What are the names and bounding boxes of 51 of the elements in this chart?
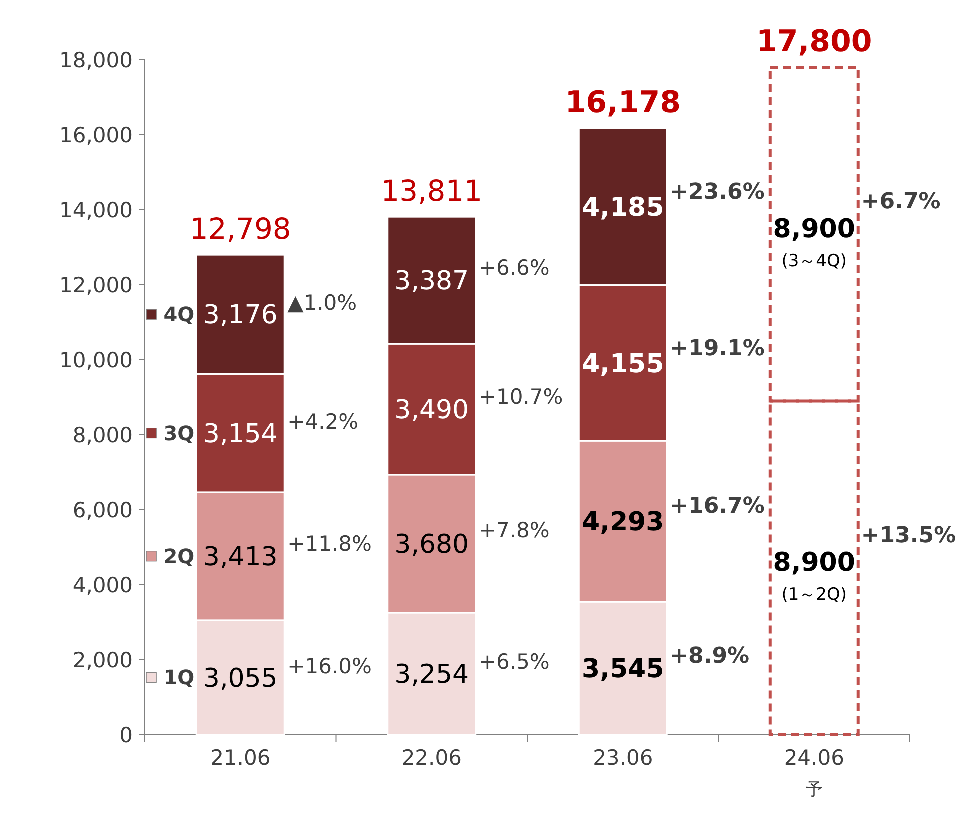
series-label: (1～2Q) (782, 585, 848, 606)
total-label: 16,178 (565, 85, 682, 120)
y-tick-label: 4,000 (72, 573, 133, 598)
y-tick-label: 12,000 (60, 273, 133, 298)
x-tick-label: 21.06 (210, 746, 271, 770)
data-label: 8,900 (773, 214, 856, 244)
y-tick-label: 6,000 (72, 498, 133, 522)
legend-label: 2Q (164, 544, 195, 568)
annotation: +6.6% (478, 256, 550, 280)
x-tick-label: 22.06 (402, 746, 462, 770)
data-label: 3,154 (203, 419, 278, 450)
total-label: 12,798 (190, 212, 292, 246)
annotation: +7.8% (478, 518, 550, 543)
data-label: 4,293 (582, 508, 664, 538)
data-label: 3,176 (203, 300, 278, 331)
annotation: +6.5% (478, 650, 550, 674)
y-tick-label: 18,000 (60, 48, 133, 72)
y-tick-label: 10,000 (60, 348, 133, 372)
annotation: +11.8% (288, 532, 372, 556)
annotation: +8.9% (670, 644, 750, 669)
data-label: 3,490 (394, 396, 470, 426)
series-label: (3～4Q) (782, 251, 848, 272)
total-label: 13,811 (381, 174, 483, 208)
total-label: 17,800 (756, 24, 872, 60)
annotation: ▲1.0% (288, 291, 358, 316)
data-label: 3,680 (394, 530, 470, 560)
annotation: +4.2% (288, 410, 359, 434)
data-label: 3,254 (394, 660, 470, 690)
data-label: 3,055 (203, 664, 278, 694)
x-tick-label: 23.06 (593, 746, 654, 770)
annotation: +6.7% (861, 190, 941, 215)
annotation: +19.1% (670, 336, 765, 362)
data-label: 8,900 (773, 548, 856, 578)
y-tick-label: 8,000 (72, 423, 133, 448)
legend-label: 3Q (164, 421, 195, 446)
legend-label: 4Q (164, 302, 195, 327)
annotation: +16.0% (288, 654, 372, 679)
data-label: 4,155 (582, 349, 664, 380)
y-tick-label: 2,000 (72, 648, 133, 672)
annotation: +16.7% (670, 494, 765, 520)
annotation: +13.5% (861, 523, 956, 548)
data-label: 3,545 (582, 654, 664, 685)
annotation: +23.6% (670, 180, 765, 205)
annotation: +10.7% (478, 384, 564, 409)
data-label: 3,413 (203, 542, 278, 573)
y-tick-label: 14,000 (60, 198, 133, 222)
data-label: 3,387 (394, 266, 470, 297)
y-tick-label: 0 (120, 723, 133, 748)
y-tick-label: 16,000 (60, 123, 133, 148)
legend-label: 1Q (164, 666, 195, 690)
data-label: 4,185 (582, 192, 664, 223)
